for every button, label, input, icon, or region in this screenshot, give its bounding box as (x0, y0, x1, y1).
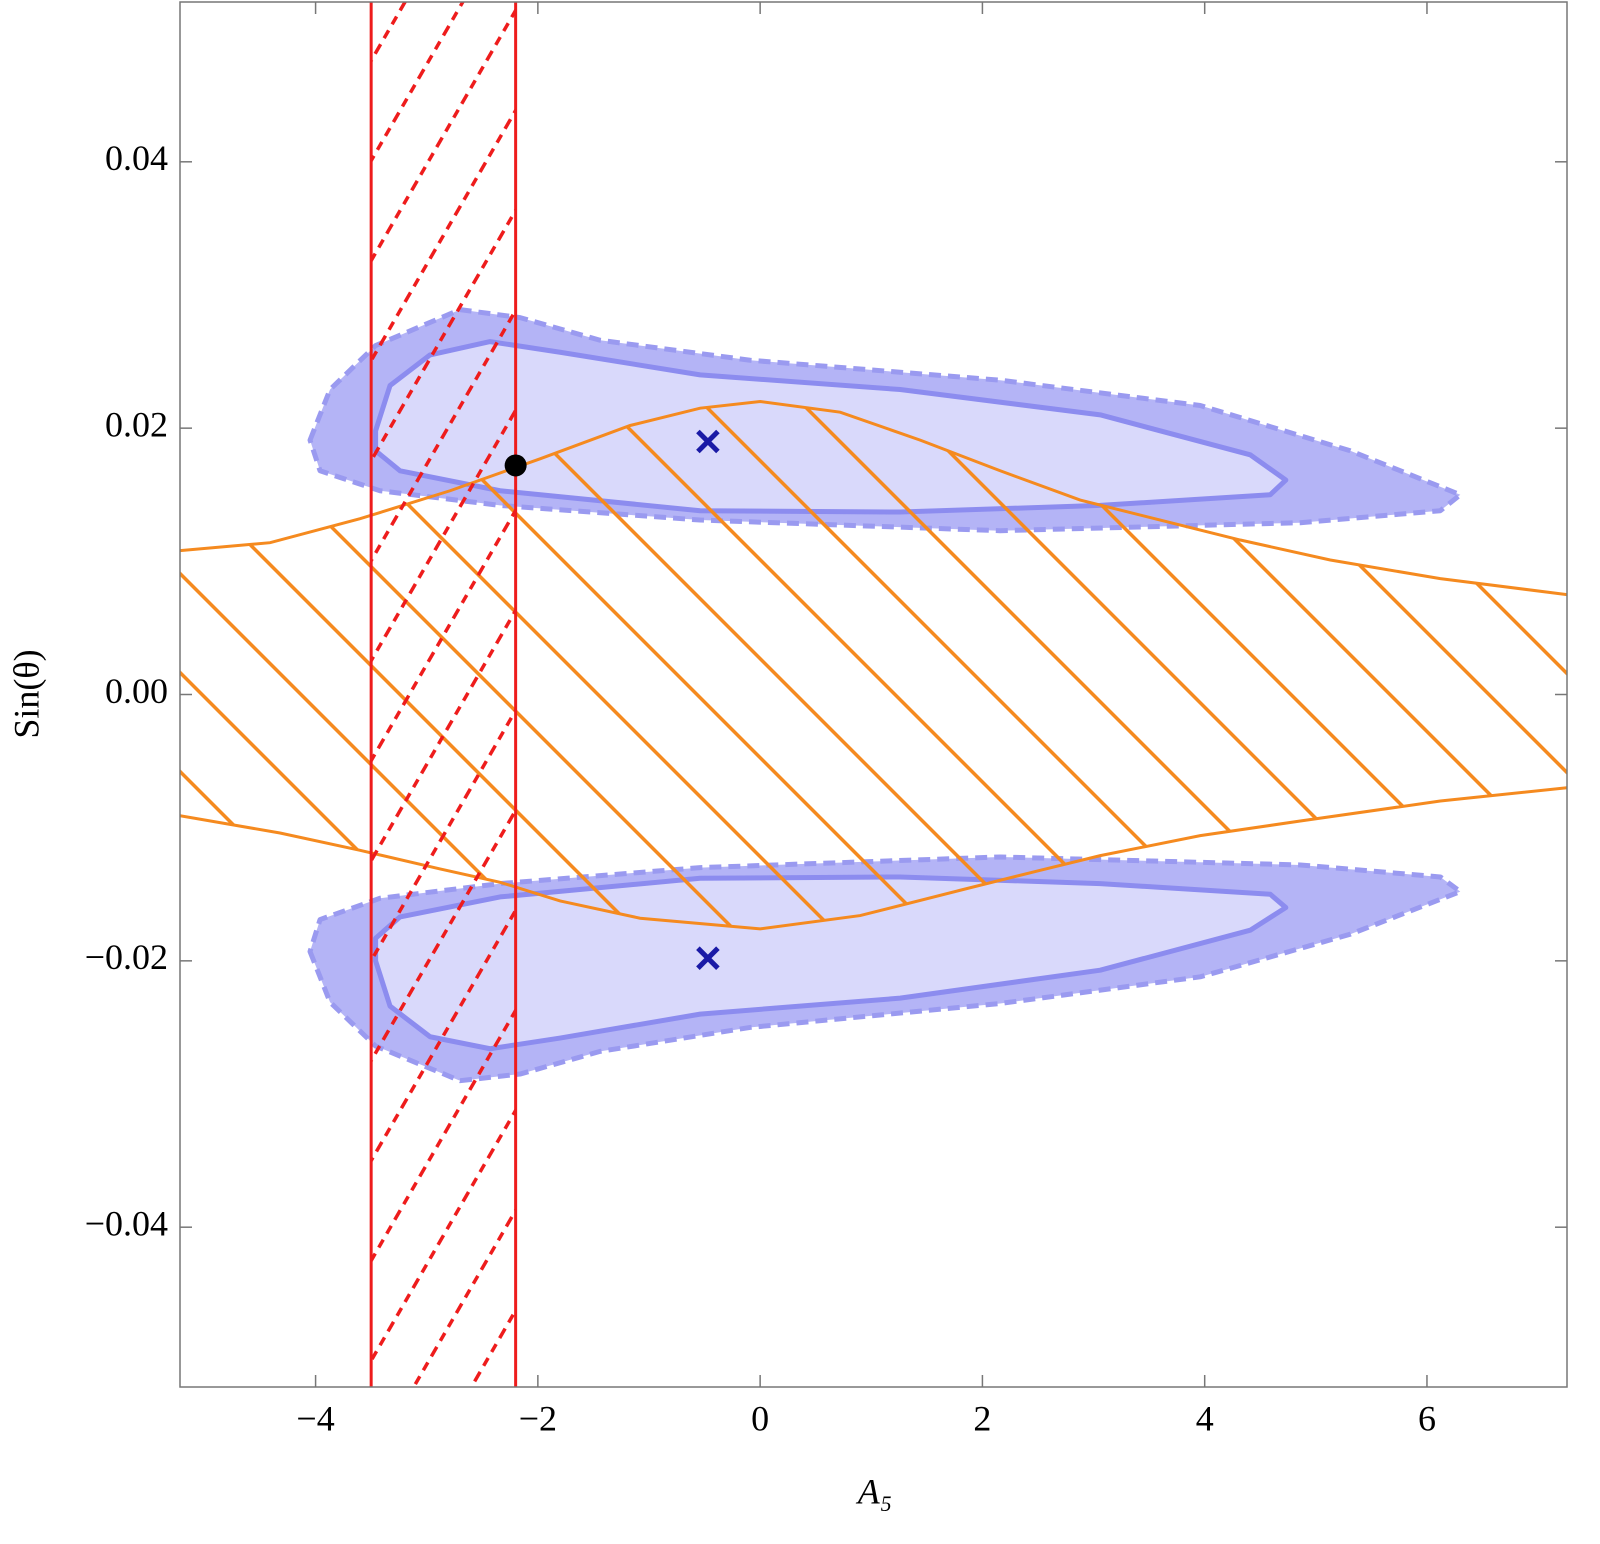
cross (696, 429, 720, 454)
y-tick-label: 0.02 (105, 404, 168, 444)
point (504, 454, 527, 477)
x-tick-label: 4 (1196, 1398, 1214, 1438)
y-tick-label: −0.04 (85, 1203, 168, 1243)
x-axis-label: A₅ (856, 1471, 893, 1511)
x-tick-label: −4 (296, 1398, 334, 1438)
y-tick-label: −0.02 (85, 937, 168, 977)
x-tick-label: 0 (751, 1398, 769, 1438)
cross (696, 946, 720, 970)
x-tick-label: 2 (973, 1398, 991, 1438)
band-hatch (180, 401, 1567, 929)
x-tick-label: 6 (1418, 1398, 1436, 1438)
y-tick-label: 0.00 (105, 671, 168, 711)
vband-hatch (371, 2, 516, 1387)
x-tick-label: −2 (519, 1398, 557, 1438)
y-tick-label: 0.04 (105, 138, 168, 178)
y-axis-label: Sin(θ) (6, 649, 46, 738)
plot-area (180, 2, 1567, 1387)
